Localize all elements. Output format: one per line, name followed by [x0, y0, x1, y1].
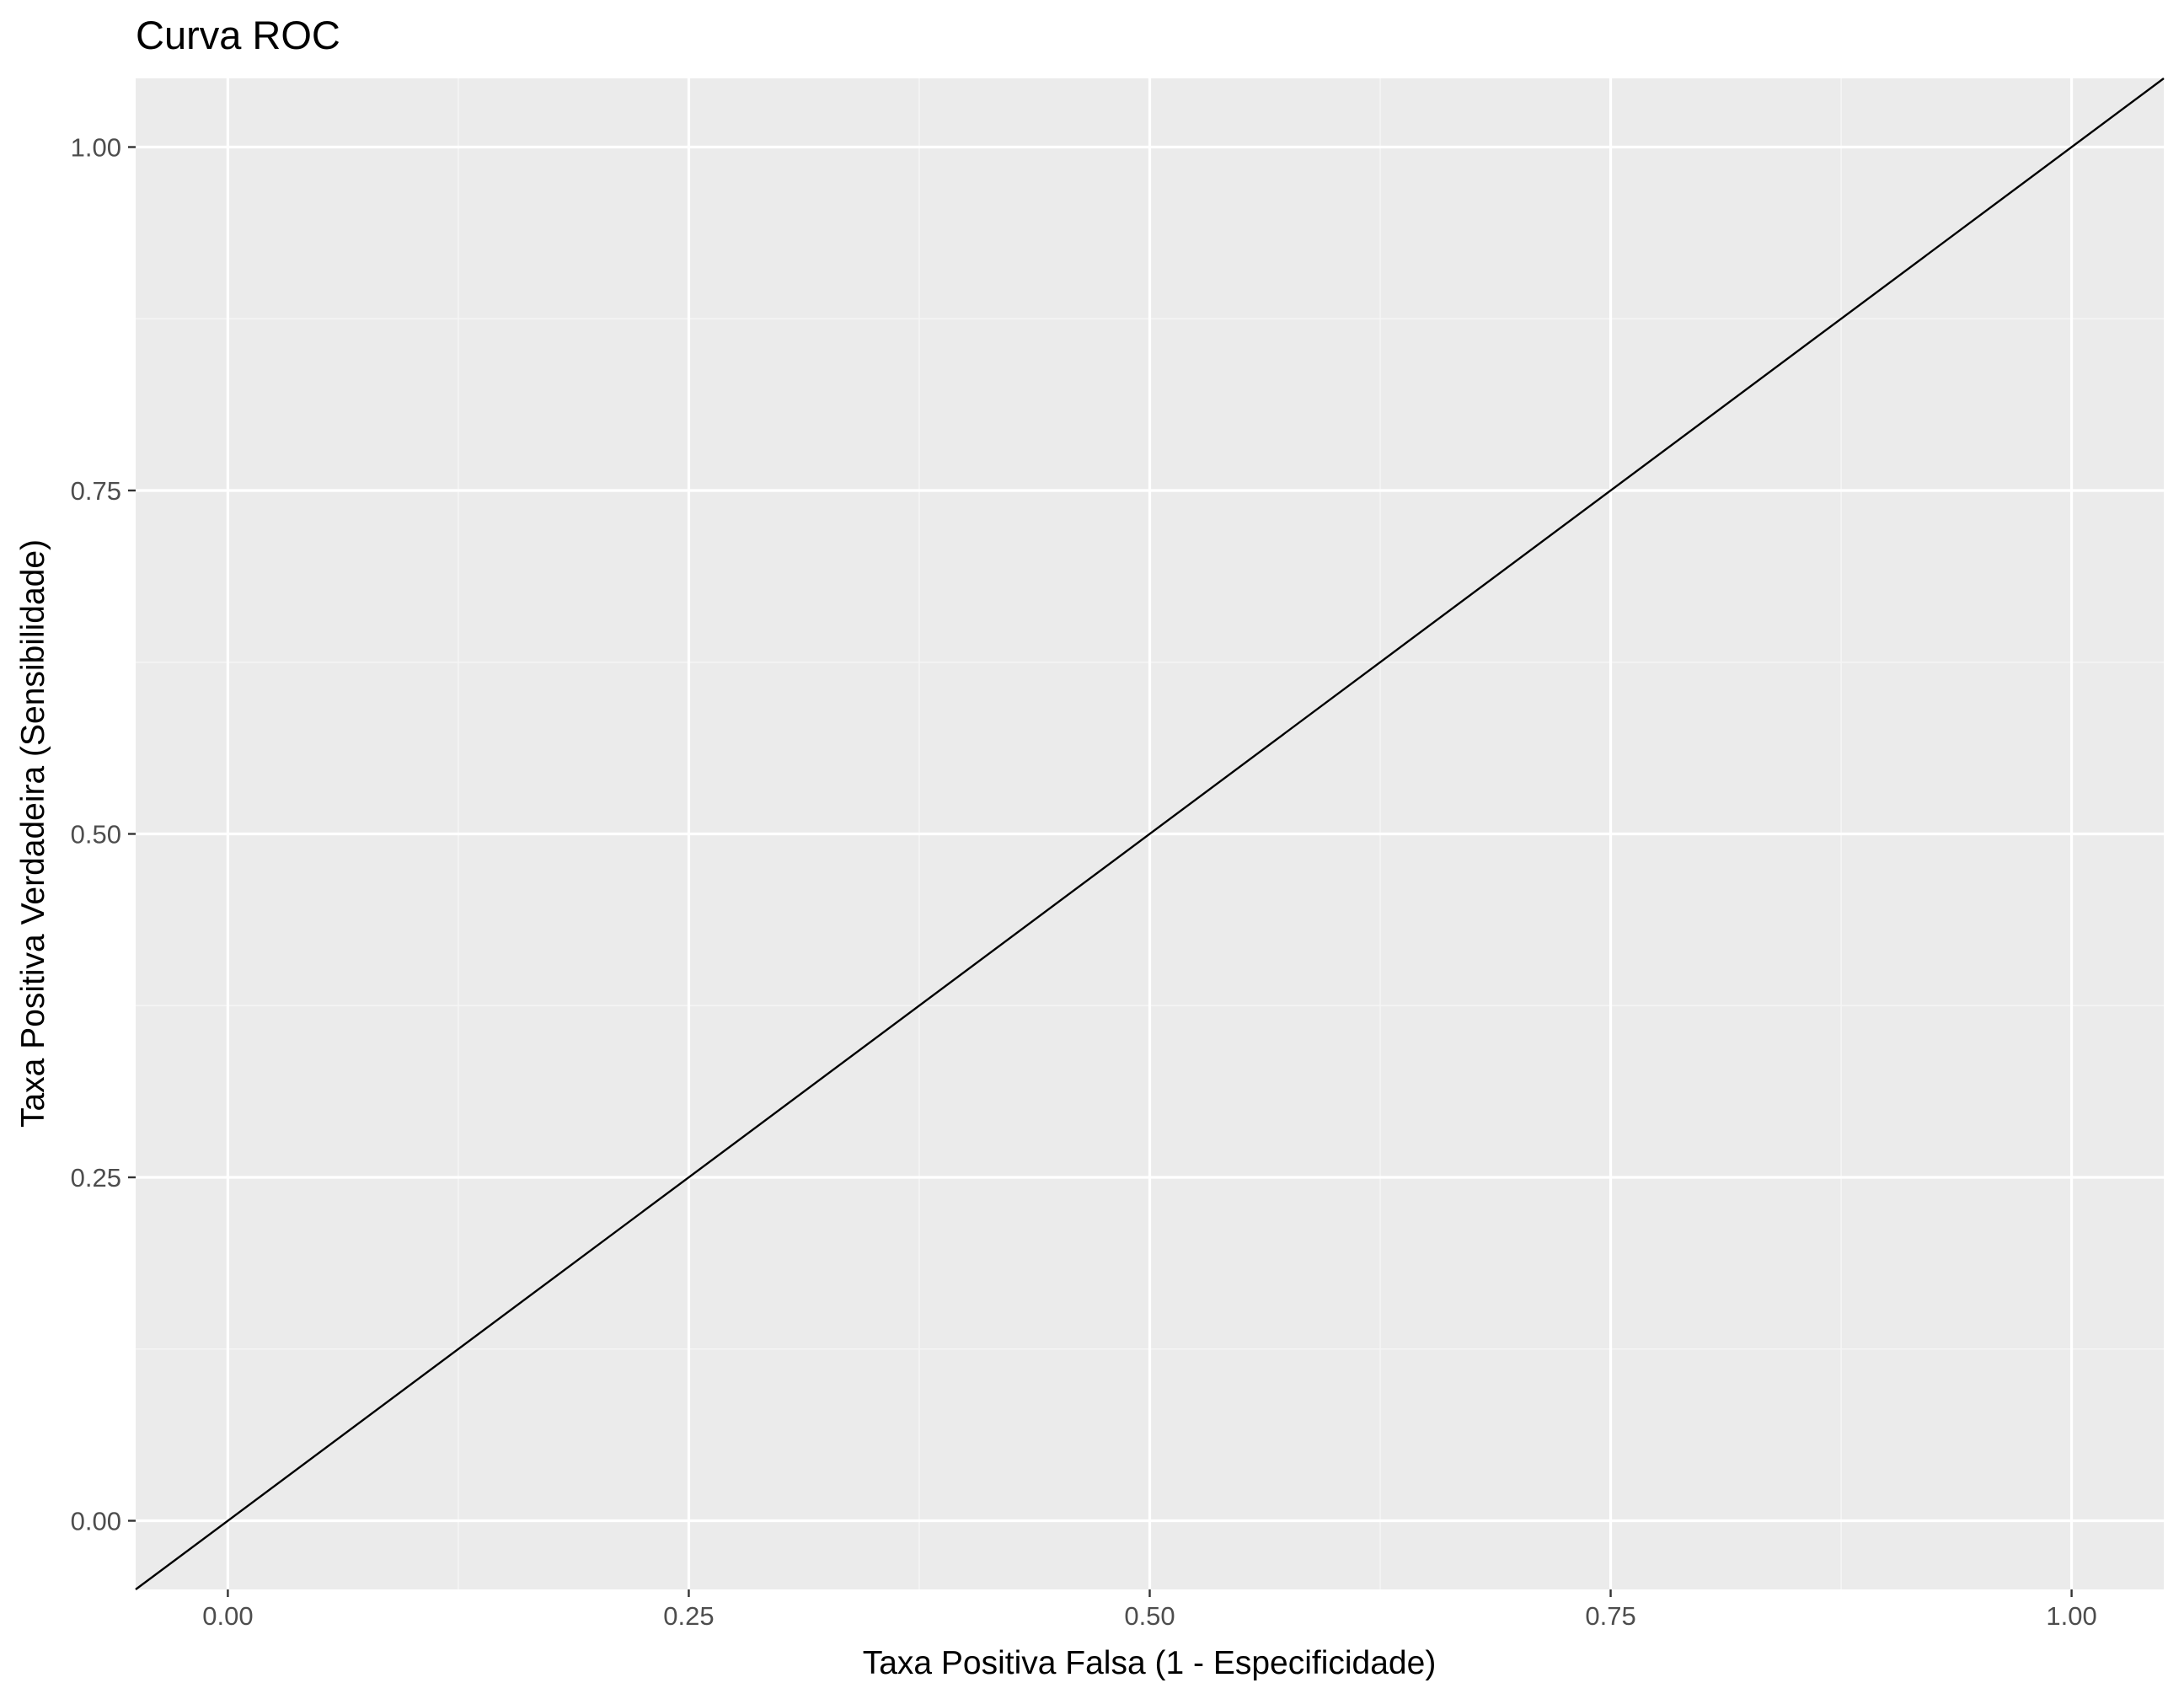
roc-series-line-0	[135, 78, 2165, 1590]
series-layer	[135, 78, 2165, 1590]
x-axis-ticks: 0.00 0.25 0.50 0.75 1.00	[202, 1589, 2097, 1631]
y-tick-label: 0.25	[71, 1163, 121, 1193]
y-tick-label: 0.50	[71, 820, 121, 850]
x-tick-label: 0.75	[1585, 1601, 1635, 1631]
x-tick-label: 0.50	[1124, 1601, 1175, 1631]
y-tick-label: 0.75	[71, 476, 121, 506]
x-tick-label: 0.25	[663, 1601, 714, 1631]
y-axis-title: Taxa Positiva Verdadeira (Sensibilidade)	[15, 539, 51, 1128]
y-tick-label: 1.00	[71, 133, 121, 163]
x-axis-title: Taxa Positiva Falsa (1 - Especificidade)	[863, 1645, 1437, 1681]
x-tick-label: 0.00	[202, 1601, 253, 1631]
y-tick-label: 0.00	[71, 1507, 121, 1536]
y-axis-ticks: 0.00 0.25 0.50 0.75 1.00	[71, 133, 136, 1536]
chart-title: Curva ROC	[136, 13, 340, 57]
x-tick-label: 1.00	[2046, 1601, 2096, 1631]
